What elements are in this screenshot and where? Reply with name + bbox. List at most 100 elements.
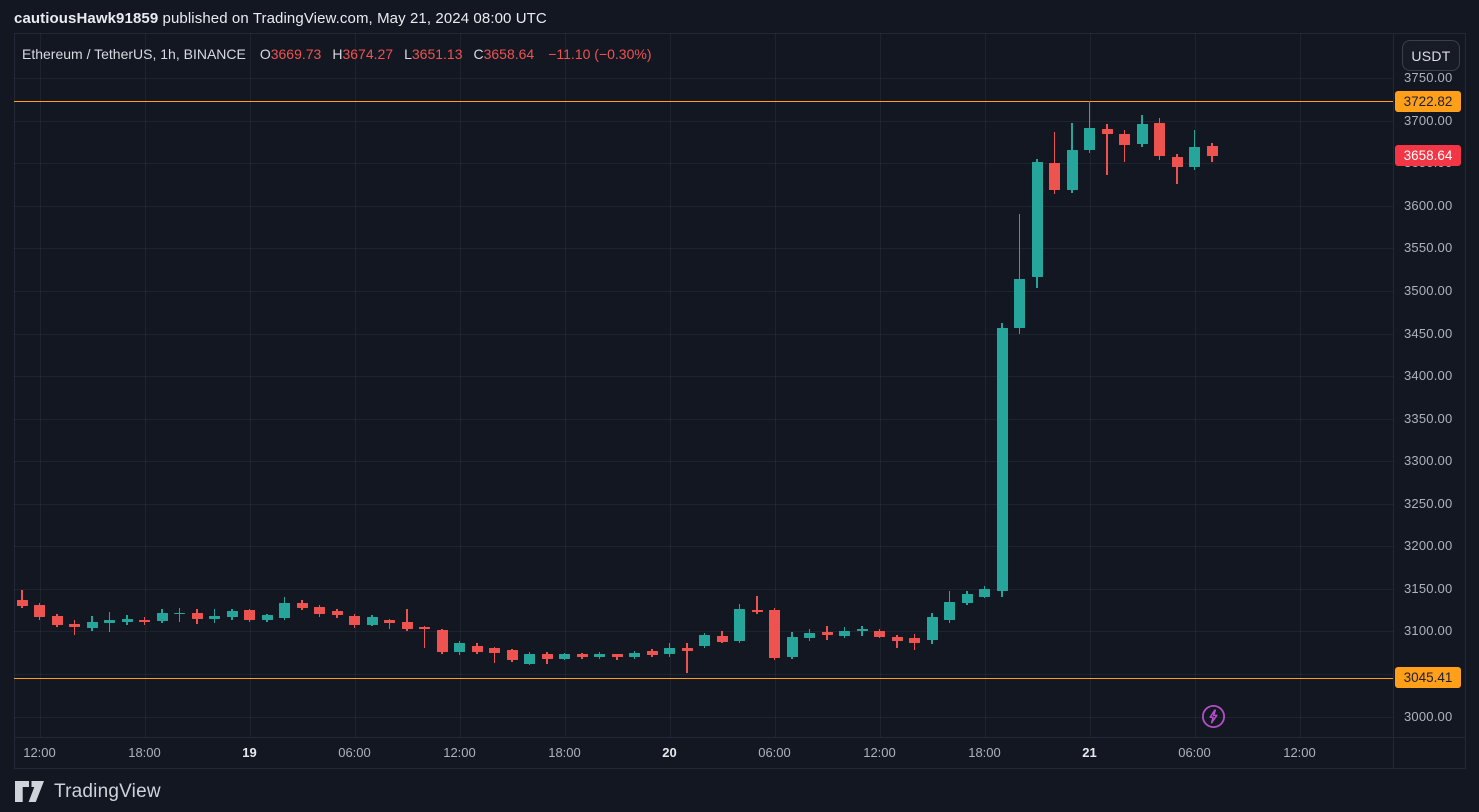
candle-wick [756,595,758,615]
price-axis-label: 3150.00 [1404,580,1453,596]
candle [1101,129,1113,135]
candle [734,609,745,641]
price-change: −11.10 (−0.30%) [548,46,652,62]
price-axis-label: 3200.00 [1404,538,1453,554]
candle [121,618,133,623]
candle-wick [1106,124,1108,176]
candle [629,652,640,657]
ohlc-high: H3674.27 [332,46,394,62]
candle [366,617,378,625]
currency-toggle-button[interactable]: USDT [1402,40,1460,71]
candle [86,622,98,629]
candle [646,651,658,656]
price-axis-label: 3400.00 [1404,368,1453,384]
candle [1154,123,1165,157]
candle [1066,149,1078,190]
price-gridline [14,120,1393,122]
candle [786,636,798,657]
price-gridline [14,205,1393,207]
candle [139,619,150,623]
time-axis-label: 21 [1082,745,1097,760]
candle [1014,279,1025,328]
time-gridline [144,33,146,737]
frame-top [14,33,1466,34]
candle [331,611,343,616]
candle [559,654,570,659]
time-gridline [39,33,41,737]
last-price-badge: 3658.64 [1395,145,1461,167]
tradingview-link[interactable]: TradingView [14,780,161,803]
candle [279,602,290,618]
high-price-badge: 3722.82 [1395,90,1461,112]
candle [856,628,868,631]
candle-wick [1088,101,1091,154]
candle-wick [616,653,618,661]
candle [1119,134,1130,146]
price-axis-label: 3000.00 [1404,708,1453,724]
time-axis-label: 18:00 [548,745,581,760]
candle [226,611,238,617]
candle-wick [423,626,426,649]
price-axis-label: 3100.00 [1404,623,1453,639]
price-gridline [14,248,1393,250]
candle [1206,146,1218,156]
price-gridline [14,333,1393,335]
candle-wick [388,618,391,629]
candle-wick [1176,153,1178,184]
candle [961,594,973,604]
candle [821,632,833,635]
time-gridline [1089,33,1091,737]
time-axis-label: 12:00 [863,745,896,760]
frame-price-axis [1393,33,1394,768]
candle-wick [178,607,181,623]
candle [874,630,885,637]
tradingview-logo-icon [15,781,44,802]
candle-wick [1053,131,1056,194]
candle [261,615,273,621]
price-axis-label: 3550.00 [1404,240,1453,256]
candle [34,605,45,617]
candle [419,627,430,629]
ohlc-low: L3651.13 [404,46,463,62]
price-axis[interactable]: 3750.003700.003650.003600.003550.003500.… [1393,33,1466,768]
candle [296,602,308,608]
price-gridline [14,674,1393,675]
price-gridline [14,376,1393,378]
candle [681,647,693,651]
time-axis-label: 06:00 [338,745,371,760]
boost-button[interactable] [1200,703,1227,730]
time-gridline [354,33,356,737]
publish-info: published on TradingView.com, May 21, 20… [158,10,547,27]
price-level-line [14,101,1393,103]
time-axis-label: 12:00 [23,745,56,760]
candle [541,653,553,659]
candle [69,623,80,628]
candle-wick [1018,213,1021,334]
ohlc-open: O3669.73 [259,46,322,62]
price-gridline [14,418,1393,420]
price-gridline [14,546,1393,548]
price-gridline [14,461,1393,463]
candle [594,654,605,657]
price-gridline [14,290,1393,292]
price-gridline [14,716,1393,718]
price-level-line [14,677,1393,679]
symbol-legend: Ethereum / TetherUS, 1h, BINANCE O3669.7… [22,46,651,62]
candle [804,633,815,639]
price-axis-label: 3300.00 [1404,453,1453,469]
candle [611,654,623,657]
candle [716,635,728,642]
candle-wick [493,646,496,663]
candle [926,617,938,640]
plot-area[interactable] [14,33,1393,737]
candle [1031,162,1043,278]
time-axis-label: 18:00 [128,745,161,760]
candle [751,610,763,612]
candle-wick [686,643,688,674]
time-axis-label: 18:00 [968,745,1001,760]
candle-wick [1123,130,1126,162]
time-gridline [459,33,461,737]
time-axis[interactable]: 12:00 18:00 19 06:00 12:00 18:00 20 06:00 12:00 1… [14,737,1393,768]
price-axis-label: 3750.00 [1404,70,1453,86]
